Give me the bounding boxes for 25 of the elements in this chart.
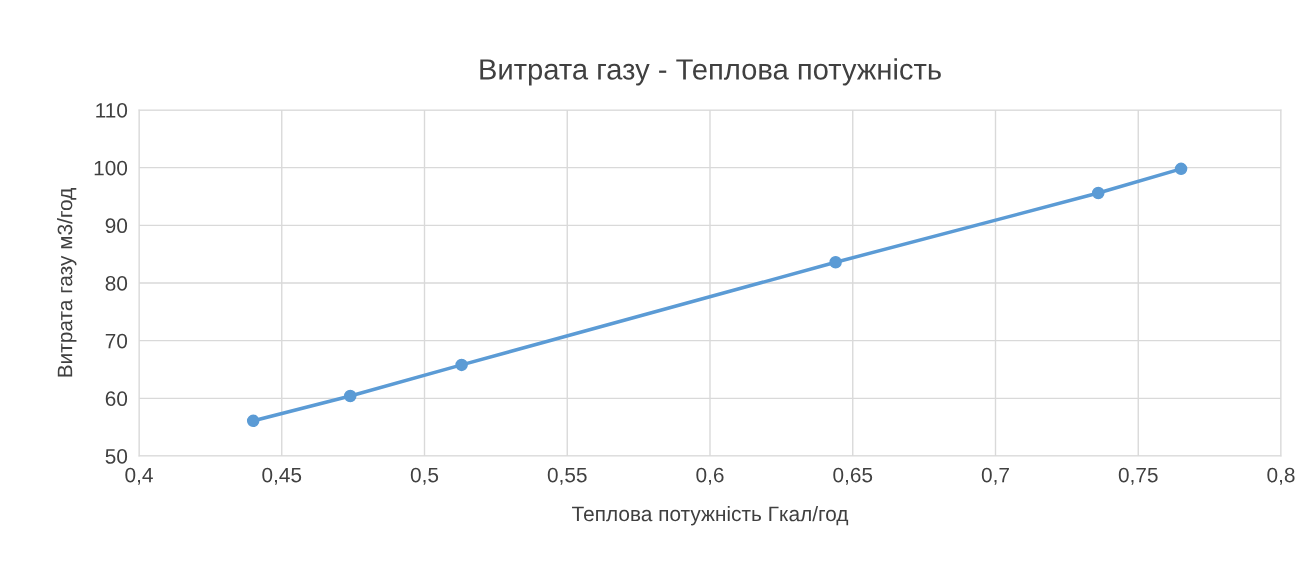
point (1174, 162, 1188, 176)
chart-title: Витрата газу - Теплова потужність (480, 58, 941, 86)
y-axis-title: Витрата газу м3/год (57, 188, 77, 377)
x-tick-label: 0,75 (1118, 467, 1158, 485)
y-tick-label: 70 (105, 333, 128, 349)
x-tick-label: 0,4 (125, 467, 153, 485)
x-tick-label: 0,5 (410, 467, 439, 485)
y-tick-label: 50 (105, 449, 128, 464)
point (344, 389, 357, 403)
point (246, 414, 260, 428)
x-axis-title: Теплова потужність Гкал/год (572, 505, 849, 526)
y-tick-label: 90 (105, 218, 128, 234)
y-tick-label: 100 (94, 160, 128, 176)
y-tick-label: 60 (105, 391, 128, 407)
x-tick-label: 0,7 (981, 467, 1009, 485)
y-tick-label: 80 (105, 276, 128, 291)
x-tick-label: 0,65 (833, 467, 873, 485)
point (455, 358, 468, 372)
x-tick-label: 0,45 (262, 467, 302, 485)
point (829, 255, 842, 269)
x-tick-label: 0,55 (547, 467, 587, 485)
y-tick-label: 110 (96, 103, 128, 118)
x-tick-label: 0,6 (696, 467, 724, 485)
point (1092, 186, 1105, 200)
x-tick-label: 0,8 (1267, 467, 1295, 485)
